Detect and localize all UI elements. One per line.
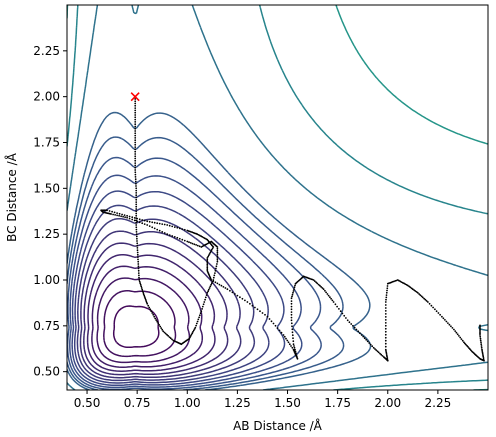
y-tick-label: 0.50 bbox=[33, 365, 60, 379]
plot-frame bbox=[66, 4, 489, 391]
contour-line bbox=[79, 230, 242, 379]
y-tick-label: 2.00 bbox=[33, 90, 60, 104]
y-axis-ticks: 0.50 0.75 1.00 1.25 1.50 1.75 2.00 2.25 bbox=[33, 44, 67, 379]
contour-line bbox=[69, 174, 303, 389]
contour-line bbox=[83, 242, 229, 376]
x-axis-ticks: 0.50 0.75 1.00 1.25 1.50 1.75 2.00 2.25 bbox=[74, 390, 452, 410]
start-marker bbox=[130, 92, 140, 102]
x-axis-label: AB Distance /Å bbox=[233, 418, 323, 433]
x-tick-label: 1.25 bbox=[224, 396, 251, 410]
x-tick-label: 1.50 bbox=[274, 396, 301, 410]
contour-line bbox=[91, 265, 204, 368]
y-axis-label: BC Distance /Å bbox=[4, 152, 19, 242]
x-tick-label: 2.00 bbox=[374, 396, 401, 410]
contour-line bbox=[86, 253, 216, 372]
x-tick-label: 2.25 bbox=[425, 396, 452, 410]
y-tick-label: 1.25 bbox=[33, 227, 60, 241]
x-tick-label: 0.75 bbox=[124, 396, 151, 410]
y-tick-label: 1.00 bbox=[33, 273, 60, 287]
contour-line bbox=[73, 204, 270, 384]
contour-line bbox=[67, 5, 488, 390]
contour-line bbox=[76, 217, 256, 382]
x-tick-label: 1.75 bbox=[324, 396, 351, 410]
x-tick-label: 0.50 bbox=[74, 396, 101, 410]
contour-line bbox=[67, 156, 322, 390]
contour-line bbox=[67, 136, 345, 390]
y-tick-label: 0.75 bbox=[33, 319, 60, 333]
start-x-marker bbox=[130, 92, 140, 102]
plot-background bbox=[67, 5, 488, 390]
y-tick-label: 2.25 bbox=[33, 44, 60, 58]
contour-line bbox=[67, 111, 372, 390]
contour-line bbox=[103, 290, 177, 358]
y-tick-label: 1.50 bbox=[33, 181, 60, 195]
contour-lines bbox=[67, 5, 488, 390]
contour-line bbox=[71, 190, 286, 387]
x-tick-label: 1.00 bbox=[174, 396, 201, 410]
contour-line bbox=[96, 277, 191, 364]
y-tick-label: 1.75 bbox=[33, 136, 60, 150]
contour-line bbox=[112, 305, 160, 349]
